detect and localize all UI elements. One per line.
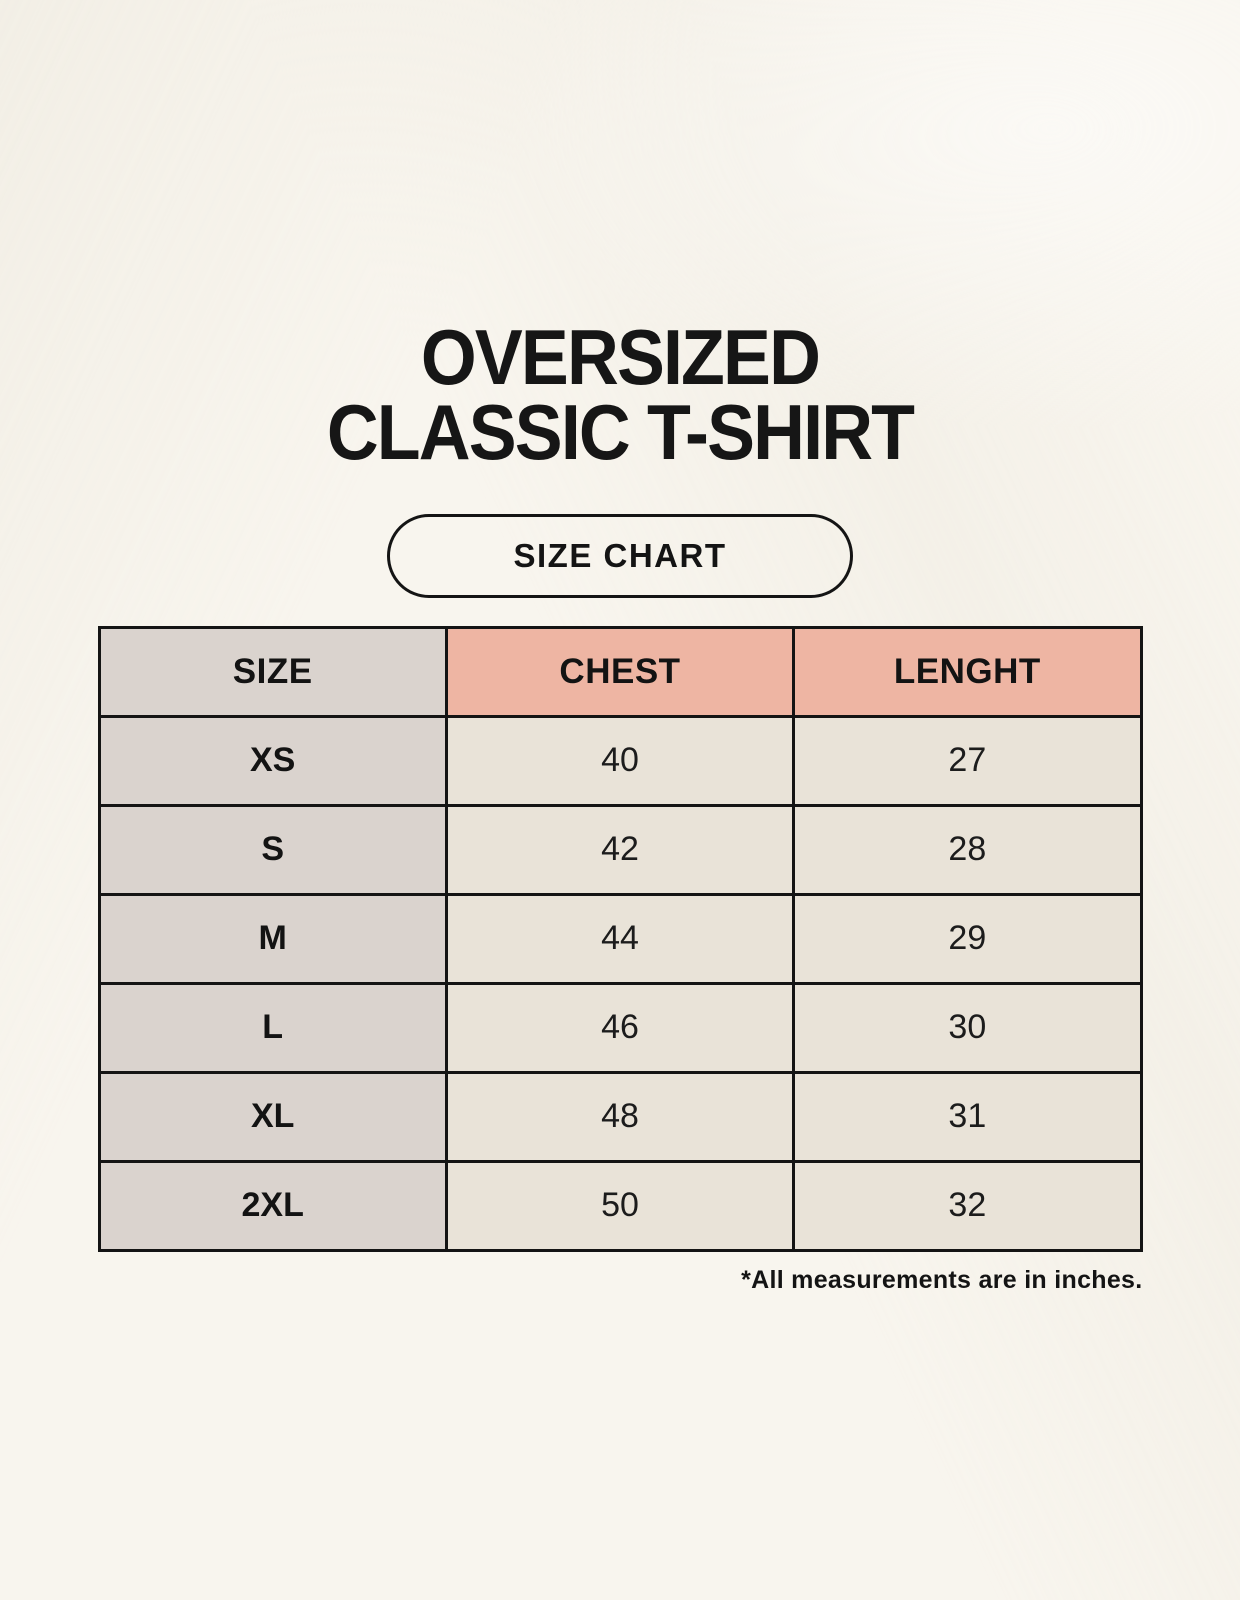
table-header-row: SIZE CHEST LENGHT <box>97 625 1143 718</box>
size-chart-button[interactable]: SIZE CHART <box>387 513 853 598</box>
chest-cell: 50 <box>444 1159 796 1252</box>
length-cell: 27 <box>792 714 1143 807</box>
table-row: XS 40 27 <box>97 714 1143 807</box>
length-cell: 32 <box>792 1159 1143 1252</box>
chest-cell: 42 <box>444 803 796 896</box>
table-row: S 42 28 <box>97 803 1143 896</box>
chest-cell: 40 <box>444 714 796 807</box>
size-chart-table: SIZE CHEST LENGHT XS 40 27 S 42 28 M 44 … <box>97 625 1143 1252</box>
page-title: OVERSIZED CLASSIC T-SHIRT <box>50 313 1191 476</box>
size-cell: L <box>97 981 448 1074</box>
header-cell-size: SIZE <box>97 625 448 718</box>
chest-cell: 48 <box>444 1070 796 1163</box>
chest-cell: 46 <box>444 981 796 1074</box>
size-cell: XS <box>97 714 448 807</box>
size-cell: 2XL <box>97 1159 448 1252</box>
size-chart-page: OVERSIZED CLASSIC T-SHIRT SIZE CHART SIZ… <box>50 313 1191 1294</box>
table-row: XL 48 31 <box>97 1070 1143 1163</box>
length-cell: 29 <box>792 892 1143 985</box>
table-row: L 46 30 <box>97 981 1143 1074</box>
size-cell: XL <box>97 1070 448 1163</box>
table-row: 2XL 50 32 <box>97 1159 1143 1252</box>
size-cell: S <box>97 803 448 896</box>
length-cell: 31 <box>792 1070 1143 1163</box>
header-cell-lenght: LENGHT <box>792 625 1143 718</box>
size-cell: M <box>97 892 448 985</box>
chest-cell: 44 <box>444 892 796 985</box>
table-row: M 44 29 <box>97 892 1143 985</box>
title-line-1: OVERSIZED <box>420 313 821 401</box>
title-line-2: CLASSIC T-SHIRT <box>326 387 915 476</box>
header-cell-chest: CHEST <box>444 625 796 718</box>
length-cell: 30 <box>792 981 1143 1074</box>
length-cell: 28 <box>792 803 1143 896</box>
measurements-footnote: *All measurements are in inches. <box>741 1265 1143 1294</box>
